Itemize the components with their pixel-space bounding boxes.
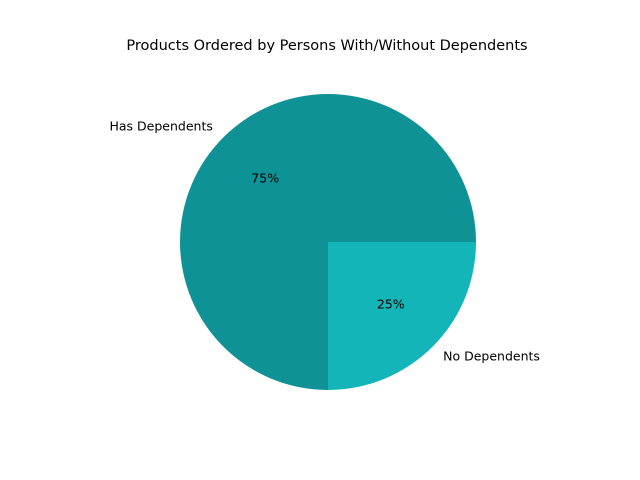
pie-slices [180,94,476,390]
pie-labels: Has Dependents 75% No Dependents 25% [110,118,540,363]
percent-label-no-dependents: 25% [377,296,405,311]
pie-slice-no-dependents [328,242,476,390]
slice-label-has-dependents: Has Dependents [110,118,213,133]
chart-title: Products Ordered by Persons With/Without… [126,38,527,54]
slice-label-no-dependents: No Dependents [443,349,540,364]
percent-label-has-dependents: 75% [251,171,279,186]
